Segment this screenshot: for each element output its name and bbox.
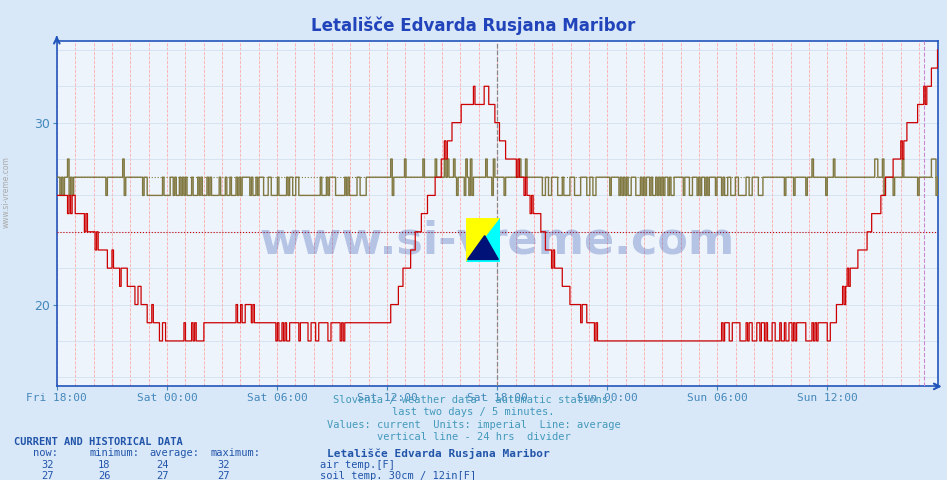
Text: 24: 24 — [156, 460, 170, 470]
Text: www.si-vreme.com: www.si-vreme.com — [259, 220, 735, 263]
Text: 27: 27 — [217, 471, 230, 480]
Text: Letališče Edvarda Rusjana Maribor: Letališče Edvarda Rusjana Maribor — [327, 448, 549, 459]
Text: Slovenia / weather data - automatic stations.: Slovenia / weather data - automatic stat… — [333, 395, 614, 405]
Text: maximum:: maximum: — [210, 448, 260, 458]
Text: 32: 32 — [217, 460, 230, 470]
Text: www.si-vreme.com: www.si-vreme.com — [2, 156, 11, 228]
Text: 27: 27 — [156, 471, 170, 480]
Polygon shape — [466, 218, 500, 262]
Text: soil temp. 30cm / 12in[F]: soil temp. 30cm / 12in[F] — [320, 471, 476, 480]
Polygon shape — [466, 218, 500, 262]
Text: vertical line - 24 hrs  divider: vertical line - 24 hrs divider — [377, 432, 570, 442]
Text: now:: now: — [33, 448, 58, 458]
Text: Letališče Edvarda Rusjana Maribor: Letališče Edvarda Rusjana Maribor — [312, 17, 635, 36]
Text: Values: current  Units: imperial  Line: average: Values: current Units: imperial Line: av… — [327, 420, 620, 430]
Text: average:: average: — [150, 448, 200, 458]
Polygon shape — [468, 236, 498, 259]
Text: air temp.[F]: air temp.[F] — [320, 460, 395, 470]
Text: 27: 27 — [41, 471, 54, 480]
Text: 26: 26 — [98, 471, 111, 480]
Text: minimum:: minimum: — [90, 448, 140, 458]
Text: CURRENT AND HISTORICAL DATA: CURRENT AND HISTORICAL DATA — [14, 437, 183, 447]
Text: 18: 18 — [98, 460, 111, 470]
Text: last two days / 5 minutes.: last two days / 5 minutes. — [392, 407, 555, 417]
Text: 32: 32 — [41, 460, 54, 470]
